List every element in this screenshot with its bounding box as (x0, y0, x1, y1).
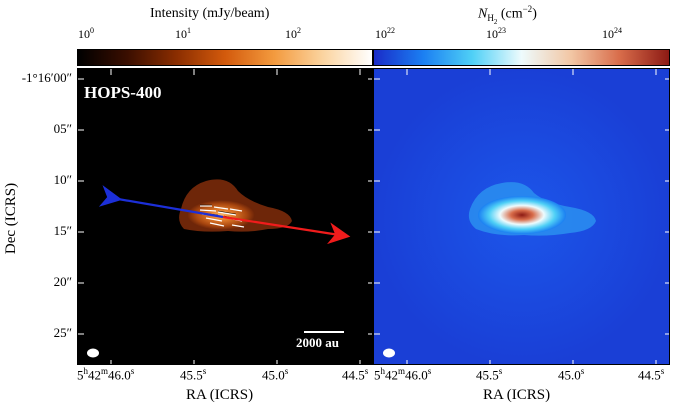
colorbar-left-title: Intensity (mJy/beam) (150, 6, 270, 21)
dust-emission-core (187, 200, 255, 230)
x-tick-left-2: 45.0s (262, 366, 289, 383)
colorbar-left-tick-0: 100 (78, 26, 94, 41)
colorbar-right-tick-1: 1023 (486, 26, 506, 41)
source-name-label: HOPS-400 (84, 83, 162, 102)
x-tick-right-0: 5h42m46.0s (374, 366, 432, 383)
scale-bar-label: 2000 au (296, 335, 339, 350)
y-tick-0: -1°16′00″ (21, 70, 72, 85)
x-tick-right-1: 45.5s (476, 366, 503, 383)
colorbar-left-tick-1: 101 (175, 26, 191, 41)
outflow-red-arrow (222, 215, 351, 245)
x-axis-label-left: RA (ICRS) (186, 387, 254, 403)
column-density-core (478, 196, 566, 234)
colorbar-left (77, 49, 373, 66)
outflow-blue-arrow (98, 185, 224, 219)
y-tick-2: 10″ (53, 172, 72, 187)
intensity-map-panel: HOPS-400 2000 au (77, 68, 373, 365)
beam-ellipse-right (383, 348, 395, 358)
intensity-map-image (78, 69, 372, 364)
beam-ellipse-left (87, 348, 99, 358)
y-tick-5: 25″ (53, 325, 72, 340)
colorbar-left-tick-2: 102 (285, 26, 301, 41)
colorbar-right (373, 49, 670, 66)
x-tick-right-2: 45.0s (558, 366, 585, 383)
x-tick-left-3: 44.5s (342, 366, 369, 383)
column-density-map-image (374, 69, 669, 364)
column-density-map-panel (373, 68, 670, 365)
y-tick-4: 20″ (53, 274, 72, 289)
colorbar-right-title: NH2 (cm−2) (478, 4, 537, 27)
x-tick-right-3: 44.5s (638, 366, 665, 383)
y-tick-1: 05″ (53, 121, 72, 136)
colorbar-right-tick-2: 1024 (602, 26, 622, 41)
colorbar-right-tick-0: 1022 (375, 26, 395, 41)
x-tick-left-0: 5h42m46.0s (77, 366, 135, 383)
x-tick-left-1: 45.5s (180, 366, 207, 383)
y-axis-label: Dec (ICRS) (3, 182, 20, 255)
y-tick-3: 15″ (53, 223, 72, 238)
x-axis-label-right: RA (ICRS) (483, 387, 551, 403)
